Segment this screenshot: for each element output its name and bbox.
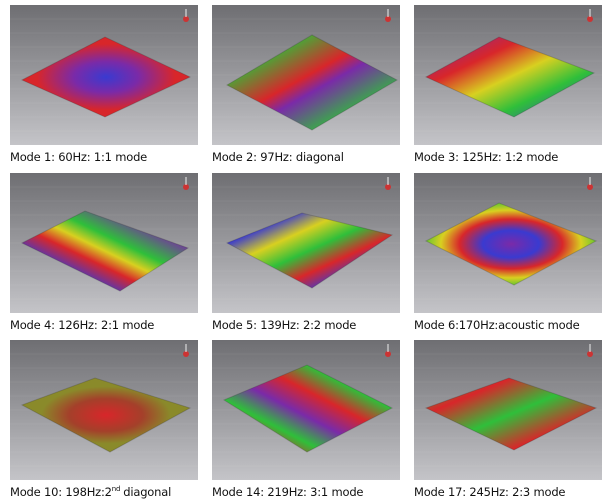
caption-text: Mode 2: 97Hz: diagonal bbox=[212, 150, 344, 164]
caption-text: Mode 6:170Hz:acoustic mode bbox=[414, 318, 579, 332]
mode-panel: Mode 2: 97Hz: diagonal bbox=[212, 5, 402, 164]
mode-render bbox=[10, 340, 198, 480]
caption: Mode 1: 60Hz: 1:1 mode bbox=[10, 150, 200, 164]
caption: Mode 14: 219Hz: 3:1 mode bbox=[212, 485, 402, 499]
caption: Mode 2: 97Hz: diagonal bbox=[212, 150, 402, 164]
mode-render bbox=[212, 340, 400, 480]
mode-panel: Mode 3: 125Hz: 1:2 mode bbox=[414, 5, 602, 164]
caption-text: Mode 14: 219Hz: 3:1 mode bbox=[212, 485, 363, 499]
caption-text: Mode 10: 198Hz:2 bbox=[10, 485, 112, 499]
mode-render bbox=[414, 173, 602, 313]
mode-render bbox=[10, 173, 198, 313]
mode-render bbox=[212, 173, 400, 313]
mode-panel: Mode 5: 139Hz: 2:2 mode bbox=[212, 173, 402, 332]
mode-panel: Mode 1: 60Hz: 1:1 mode bbox=[10, 5, 200, 164]
mode-render bbox=[212, 5, 400, 145]
caption: Mode 17: 245Hz: 2:3 mode bbox=[414, 485, 602, 499]
mode-render bbox=[414, 5, 602, 145]
caption-text: Mode 4: 126Hz: 2:1 mode bbox=[10, 318, 154, 332]
caption-end: diagonal bbox=[123, 485, 171, 499]
mode-panel: Mode 4: 126Hz: 2:1 mode bbox=[10, 173, 200, 332]
caption-text: Mode 5: 139Hz: 2:2 mode bbox=[212, 318, 356, 332]
caption: Mode 5: 139Hz: 2:2 mode bbox=[212, 318, 402, 332]
mode-panel: Mode 17: 245Hz: 2:3 mode bbox=[414, 340, 602, 499]
mode-panel: Mode 14: 219Hz: 3:1 mode bbox=[212, 340, 402, 499]
mode-panel: Mode 6:170Hz:acoustic mode bbox=[414, 173, 602, 332]
caption: Mode 3: 125Hz: 1:2 mode bbox=[414, 150, 602, 164]
figure: Mode 1: 60Hz: 1:1 mode Mode 2: 97Hz: diag… bbox=[0, 0, 602, 501]
mode-render bbox=[414, 340, 602, 480]
caption: Mode 4: 126Hz: 2:1 mode bbox=[10, 318, 200, 332]
caption-sup: nd bbox=[112, 485, 120, 493]
caption-text: Mode 17: 245Hz: 2:3 mode bbox=[414, 485, 565, 499]
caption-text: Mode 1: 60Hz: 1:1 mode bbox=[10, 150, 147, 164]
caption: Mode 6:170Hz:acoustic mode bbox=[414, 318, 602, 332]
mode-render bbox=[10, 5, 198, 145]
caption-text: Mode 3: 125Hz: 1:2 mode bbox=[414, 150, 558, 164]
